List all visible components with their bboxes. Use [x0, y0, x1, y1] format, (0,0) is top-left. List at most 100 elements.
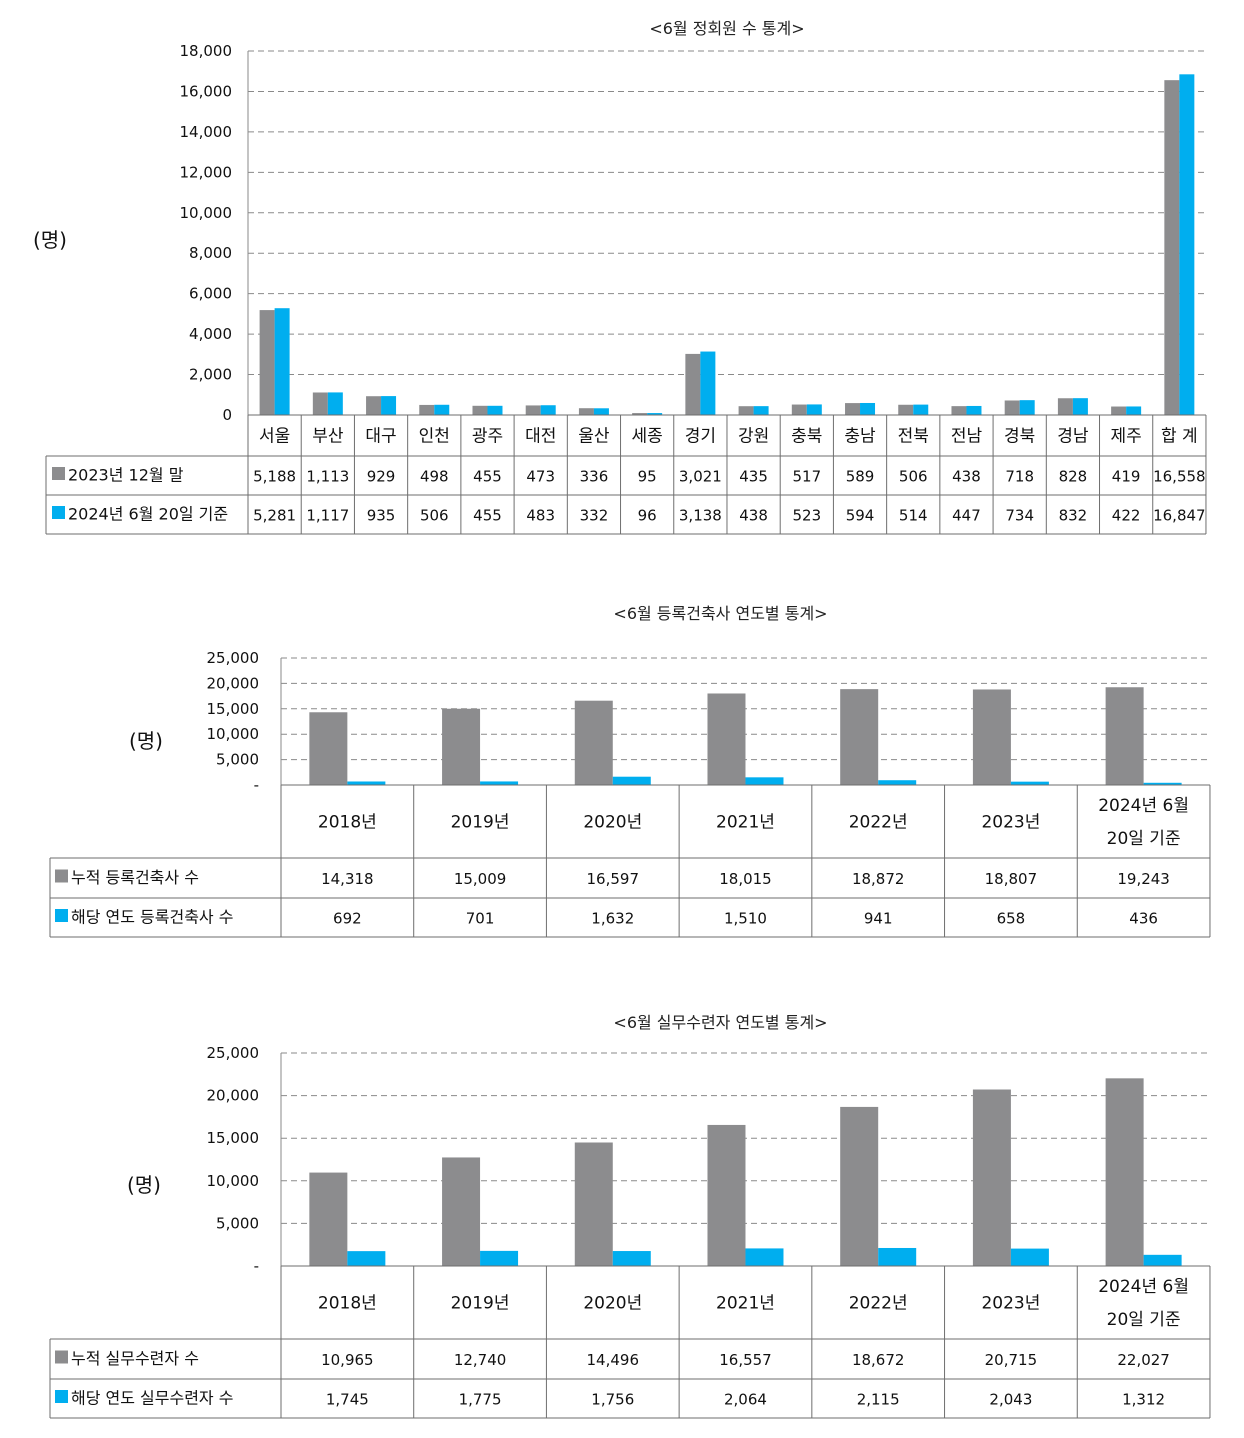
category-label: 2018년	[318, 813, 377, 833]
category-label: 2022년	[849, 813, 908, 833]
data-label: 2,043	[989, 1391, 1032, 1409]
bar-series2-0	[347, 1251, 386, 1266]
bar-series1-5	[972, 1089, 1011, 1266]
bar-series2-5	[1010, 781, 1049, 785]
data-label: 447	[952, 507, 981, 525]
data-label: 929	[367, 468, 396, 486]
bar-series1-12	[898, 404, 914, 415]
bar-series1-7	[632, 413, 648, 415]
data-label: 2,115	[857, 1391, 900, 1409]
bar-series1-5	[972, 689, 1011, 785]
y-tick-label: 12,000	[180, 163, 233, 181]
data-label: 455	[473, 468, 502, 486]
bar-series2-1	[327, 392, 343, 415]
legend-label: 2024년 6월 20일 기준	[68, 505, 228, 524]
category-label: 전북	[898, 427, 929, 447]
category-label: 전남	[951, 427, 983, 447]
bar-series1-15	[1057, 398, 1073, 415]
data-label: 1,632	[591, 910, 634, 928]
y-tick-label: 16,000	[180, 82, 233, 100]
bar-series2-17	[1179, 74, 1195, 415]
data-label: 658	[997, 910, 1026, 928]
bar-series1-0	[309, 712, 348, 785]
legend-label: 2023년 12월 말	[68, 466, 184, 485]
bar-series2-15	[1072, 398, 1088, 415]
data-label: 701	[466, 910, 495, 928]
bar-series2-1	[480, 1250, 519, 1266]
data-label: 95	[638, 468, 657, 486]
data-label: 16,597	[587, 870, 640, 888]
chart-3: <6월 실무수련자 연도별 통계> (명) - 5,000 10,000 15,000 20…	[49, 1013, 1211, 1419]
data-label: 498	[420, 468, 449, 486]
data-label: 832	[1059, 507, 1088, 525]
category-label: 경기	[685, 427, 716, 447]
y-tick-label: 14,000	[180, 123, 233, 141]
data-label: 5,188	[253, 468, 296, 486]
category-label: 2022년	[849, 1294, 908, 1314]
data-label: 514	[899, 507, 928, 525]
data-label: 1,113	[306, 468, 349, 486]
bar-series2-10	[806, 404, 822, 415]
y-tick-label: 15,000	[207, 1129, 260, 1147]
category-label: 충남	[844, 427, 876, 447]
category-label: 2021년	[716, 813, 775, 833]
y-tick-label: 5,000	[216, 751, 259, 769]
y-tick-label: -	[254, 1257, 259, 1275]
bar-series1-6	[578, 408, 594, 415]
bar-series2-12	[913, 404, 929, 415]
bar-series1-14	[1004, 400, 1020, 415]
data-label: 438	[739, 507, 768, 525]
bar-series2-3	[745, 777, 784, 785]
bar-series1-2	[574, 1142, 613, 1266]
bar-series2-14	[1019, 400, 1035, 415]
data-label: 22,027	[1117, 1351, 1170, 1369]
category-label: 2019년	[451, 1294, 510, 1314]
y-axis-label: (명)	[33, 228, 67, 252]
bar-series1-17	[1164, 80, 1180, 415]
data-label: 18,872	[852, 870, 905, 888]
y-tick-label: 10,000	[180, 204, 233, 222]
legend-swatch	[55, 1350, 68, 1364]
category-label: 경남	[1057, 427, 1089, 447]
data-label: 2,064	[724, 1391, 767, 1409]
chart-title: <6월 실무수련자 연도별 통계>	[613, 1013, 827, 1032]
category-label: 2021년	[716, 1294, 775, 1314]
data-label: 455	[473, 507, 502, 525]
data-label: 523	[792, 507, 821, 525]
bar-series2-5	[540, 405, 556, 415]
y-axis-label: (명)	[127, 1173, 161, 1197]
bar-series1-10	[791, 404, 807, 415]
data-label: 14,496	[587, 1351, 640, 1369]
bar-series1-4	[840, 1106, 879, 1266]
data-label: 438	[952, 468, 981, 486]
y-tick-label: 20,000	[207, 674, 260, 692]
bar-series2-0	[347, 781, 386, 785]
data-label: 12,740	[454, 1351, 507, 1369]
y-axis-label: (명)	[129, 729, 163, 753]
data-label: 18,015	[719, 870, 772, 888]
legend-swatch	[55, 1390, 68, 1403]
category-label: 제주	[1110, 427, 1141, 447]
category-label: 대전	[525, 427, 556, 447]
data-label: 16,557	[719, 1351, 772, 1369]
data-label: 589	[846, 468, 875, 486]
bar-series2-4	[878, 1247, 917, 1266]
data-label: 16,847	[1153, 507, 1206, 525]
data-label: 19,243	[1117, 870, 1170, 888]
y-tick-label: 10,000	[207, 725, 260, 743]
category-label: 경북	[1004, 427, 1035, 447]
bar-series1-1	[442, 1157, 481, 1266]
data-label: 1,756	[591, 1391, 634, 1409]
data-label: 15,009	[454, 870, 507, 888]
bar-series2-8	[700, 351, 716, 415]
legend-label: 누적 실무수련자 수	[71, 1349, 199, 1368]
bar-series1-13	[951, 406, 967, 415]
data-label: 473	[526, 468, 555, 486]
category-label: 2024년 6월 20일 기준	[1098, 796, 1189, 849]
bar-series1-6	[1105, 1078, 1144, 1266]
category-label: 합 계	[1161, 427, 1198, 447]
bar-series2-6	[1143, 1254, 1182, 1266]
data-label: 419	[1112, 468, 1141, 486]
legend-swatch	[52, 467, 65, 480]
bar-series2-6	[1143, 782, 1182, 785]
